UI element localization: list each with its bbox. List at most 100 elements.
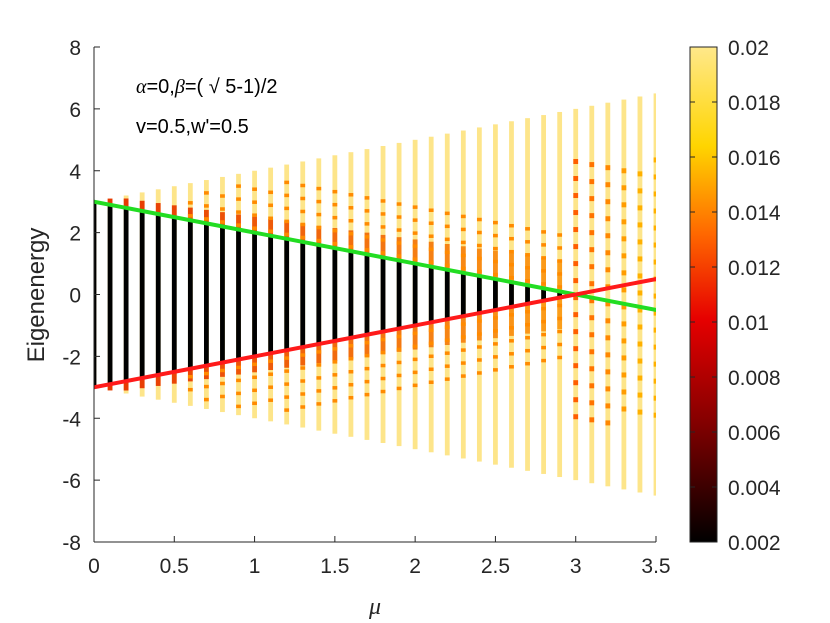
intermediate-states xyxy=(284,232,290,237)
eigenvalue-column xyxy=(204,180,209,409)
eigenvalue-column xyxy=(605,102,611,487)
colorbar-tick-label: 0.016 xyxy=(728,147,781,170)
intermediate-states xyxy=(396,360,402,365)
intermediate-states xyxy=(444,224,450,229)
intermediate-states xyxy=(653,395,656,401)
intermediate-states xyxy=(621,185,627,191)
intermediate-states xyxy=(332,215,338,220)
intermediate-states xyxy=(284,382,290,386)
intermediate-states xyxy=(476,358,482,362)
x-tick-label: 2 xyxy=(409,555,421,578)
intermediate-states xyxy=(268,385,274,389)
localized-states xyxy=(204,223,209,366)
intermediate-states xyxy=(460,322,466,326)
intermediate-states xyxy=(380,331,386,355)
intermediate-states xyxy=(139,200,145,211)
intermediate-states xyxy=(236,184,241,188)
upper-mobility-edge-line xyxy=(94,199,656,312)
intermediate-states xyxy=(428,260,434,264)
intermediate-states xyxy=(204,397,209,402)
intermediate-states xyxy=(541,300,546,332)
intermediate-states xyxy=(123,381,129,391)
y-tick-label: 6 xyxy=(69,99,81,122)
intermediate-states xyxy=(268,218,274,236)
y-tick-label: -6 xyxy=(62,470,81,493)
x-axis-title: μ xyxy=(368,594,381,620)
intermediate-states xyxy=(460,214,466,219)
intermediate-states xyxy=(605,352,611,358)
intermediate-states xyxy=(509,306,514,336)
intermediate-states xyxy=(605,403,611,409)
beta-symbol: β xyxy=(174,76,185,98)
localized-states xyxy=(348,251,354,338)
intermediate-states xyxy=(557,297,563,330)
intermediate-states xyxy=(573,363,579,369)
intermediate-states xyxy=(653,361,656,367)
intermediate-states xyxy=(412,370,418,375)
intermediate-states xyxy=(525,348,530,353)
intermediate-states xyxy=(412,244,418,248)
intermediate-states xyxy=(332,373,338,377)
intermediate-states xyxy=(605,216,611,222)
eigenvalue-column xyxy=(460,130,466,459)
intermediate-states xyxy=(557,272,563,276)
intermediate-states xyxy=(364,334,370,357)
intermediate-states xyxy=(637,324,643,330)
intermediate-states xyxy=(444,237,450,242)
intermediate-states xyxy=(396,237,402,261)
localized-states xyxy=(525,285,530,304)
intermediate-states xyxy=(460,361,466,365)
eigenvalue-column xyxy=(220,176,225,413)
intermediate-states xyxy=(348,369,354,374)
intermediate-states xyxy=(589,366,595,372)
intermediate-states xyxy=(637,256,643,262)
intermediate-states xyxy=(300,366,306,370)
intermediate-states xyxy=(187,201,193,205)
intermediate-states xyxy=(412,383,418,388)
intermediate-states xyxy=(509,253,514,283)
intermediate-states xyxy=(364,353,370,358)
intermediate-states xyxy=(476,256,482,261)
intermediate-states xyxy=(557,316,563,321)
localized-states xyxy=(300,241,306,348)
intermediate-states xyxy=(220,394,225,399)
intermediate-states xyxy=(476,345,482,349)
intermediate-states xyxy=(589,213,595,219)
intermediate-states xyxy=(557,342,563,347)
intermediate-states xyxy=(557,303,563,308)
intermediate-states xyxy=(412,325,418,350)
intermediate-states xyxy=(220,220,225,224)
intermediate-states xyxy=(493,233,498,238)
localized-states xyxy=(332,248,338,341)
intermediate-states xyxy=(493,342,498,346)
intermediate-states xyxy=(637,307,643,313)
intermediate-states xyxy=(332,347,338,351)
intermediate-states xyxy=(300,196,306,201)
annotation-parameters-2: v=0.5,w'=0.5 xyxy=(136,116,249,138)
intermediate-states xyxy=(653,242,656,248)
intermediate-states xyxy=(460,266,466,271)
intermediate-states xyxy=(412,331,418,336)
intermediate-states xyxy=(364,222,370,226)
intermediate-states xyxy=(316,225,322,245)
x-tick-label: 3.5 xyxy=(641,555,670,578)
intermediate-states xyxy=(236,365,241,370)
intermediate-states xyxy=(252,213,257,217)
intermediate-states xyxy=(252,401,257,406)
intermediate-states xyxy=(332,386,338,390)
intermediate-states xyxy=(348,356,354,361)
localized-states xyxy=(396,260,402,329)
intermediate-states xyxy=(300,405,306,409)
annotation-parameters-1: α=0,β=( √ 5-1)/2 xyxy=(136,76,278,98)
intermediate-states xyxy=(444,325,450,329)
intermediate-states xyxy=(525,240,530,244)
x-tick-label: 1 xyxy=(249,555,261,578)
intermediate-states xyxy=(236,197,241,201)
intermediate-states xyxy=(268,229,274,234)
localized-states xyxy=(107,204,113,385)
intermediate-states xyxy=(444,338,450,342)
localized-states xyxy=(155,214,161,375)
intermediate-states xyxy=(316,238,322,243)
intermediate-states xyxy=(476,319,482,323)
intermediate-states xyxy=(316,212,322,217)
